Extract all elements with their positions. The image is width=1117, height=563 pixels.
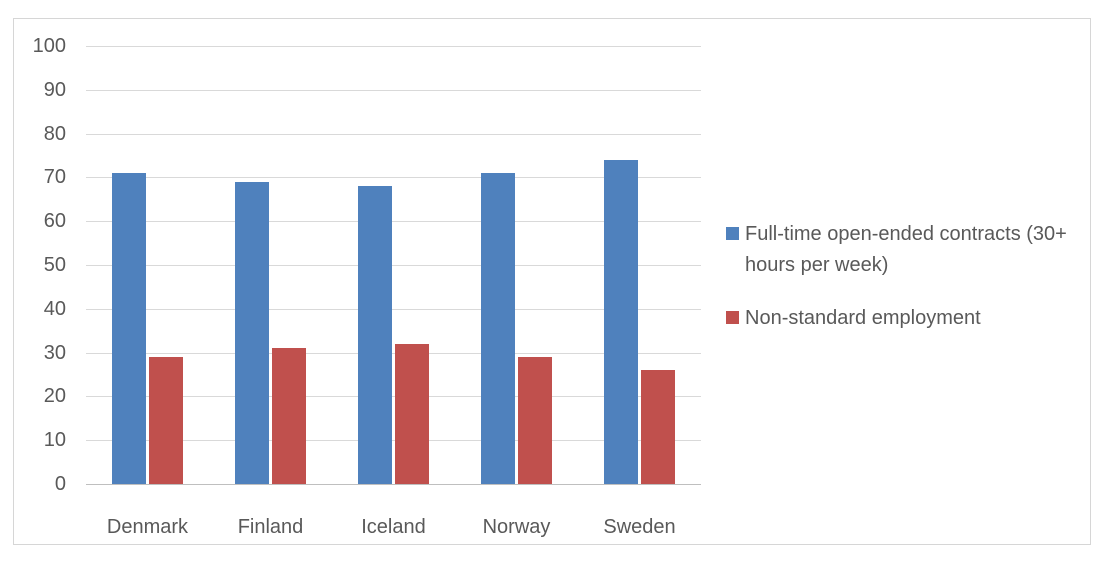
gridline-100: [86, 46, 701, 47]
y-tick-label-30: 30: [43, 341, 66, 364]
x-tick-label-finland: Finland: [237, 516, 304, 538]
y-tick-label-90: 90: [43, 78, 66, 101]
gridline-70: [86, 177, 701, 179]
bar-iceland-non-standard-employment: [395, 343, 429, 484]
bar-group-iceland: [332, 46, 455, 484]
gridline-10: [86, 440, 701, 442]
bar-denmark-full-time-open-ended-contracts: [112, 173, 146, 484]
y-axis: 0 10 20 30 40 50 60 70 80 90 100: [20, 35, 80, 495]
bar-group-sweden: [578, 46, 701, 484]
x-tick-label-norway: Norway: [482, 516, 551, 538]
gridline-80: [86, 133, 701, 135]
bar-sweden-full-time-open-ended-contracts: [604, 159, 638, 484]
legend-label: Full-time open-ended contracts (30+ hour…: [745, 223, 1067, 276]
bar-group-finland: [209, 46, 332, 484]
bar-norway-full-time-open-ended-contracts: [481, 173, 515, 484]
y-tick-label-50: 50: [43, 254, 66, 276]
chart-frame: 0 10 20 30 40 50 60 70 80 90 100 Denmark Finland Ice…: [13, 18, 1091, 545]
bar-group-norway: [455, 46, 578, 484]
legend-swatch-icon: [726, 311, 739, 324]
gridline-50: [86, 265, 701, 266]
y-tick-label-20: 20: [43, 385, 66, 408]
y-tick-label-10: 10: [43, 429, 66, 452]
legend-item-non-standard-employment: Non-standard employment: [726, 303, 1081, 334]
legend-item-full-time-open-ended-contracts: Full-time open-ended contracts (30+ hour…: [726, 219, 1081, 281]
gridline-60: [86, 221, 701, 223]
gridline-0: [86, 484, 701, 485]
y-tick-label-100: 100: [32, 35, 66, 57]
bar-iceland-full-time-open-ended-contracts: [358, 186, 392, 484]
y-tick-label-80: 80: [43, 122, 66, 145]
x-tick-label-iceland: Iceland: [361, 516, 426, 538]
x-tick-label-sweden: Sweden: [603, 516, 676, 538]
bar-finland-non-standard-employment: [272, 348, 306, 484]
bar-denmark-non-standard-employment: [149, 356, 183, 484]
legend-label: Non-standard employment: [745, 307, 981, 329]
y-tick-label-40: 40: [43, 297, 66, 320]
legend-swatch-icon: [726, 227, 739, 240]
gridline-20: [86, 396, 701, 398]
legend: Full-time open-ended contracts (30+ hour…: [726, 219, 1081, 334]
bar-finland-full-time-open-ended-contracts: [235, 181, 269, 484]
gridline-90: [86, 89, 701, 91]
x-tick-label-denmark: Denmark: [106, 516, 189, 538]
gridline-40: [86, 308, 701, 310]
plot-area: [86, 46, 701, 485]
y-tick-label-70: 70: [43, 166, 66, 189]
gridline-30: [86, 352, 701, 354]
y-tick-label-0: 0: [54, 473, 66, 495]
bar-sweden-non-standard-employment: [641, 370, 675, 484]
bar-norway-non-standard-employment: [518, 356, 552, 484]
y-tick-label-60: 60: [43, 210, 66, 233]
x-axis: Denmark Finland Iceland Norway Sweden: [86, 502, 701, 538]
bars-row: [86, 46, 701, 484]
bar-group-denmark: [86, 46, 209, 484]
